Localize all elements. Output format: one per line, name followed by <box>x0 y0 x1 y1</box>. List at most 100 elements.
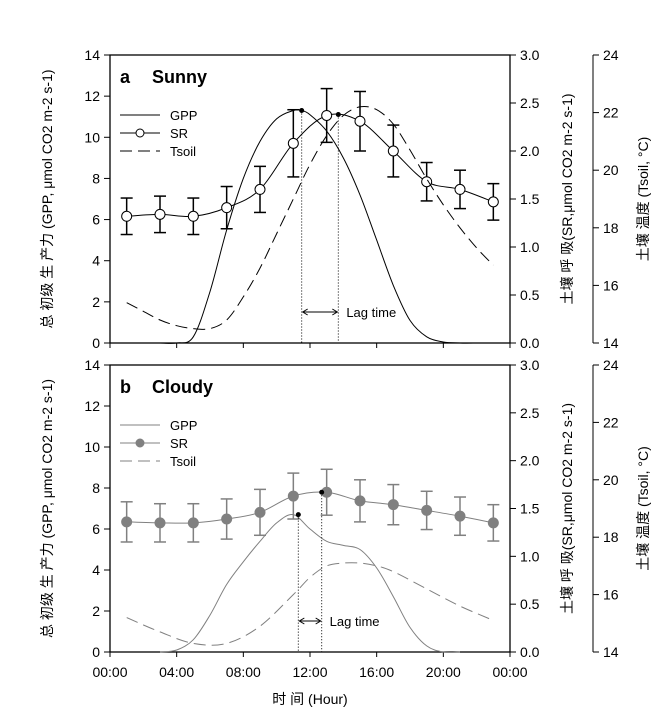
y-left-tick-label: 14 <box>84 357 100 373</box>
x-axis-title: 时 间 (Hour) <box>272 691 347 707</box>
legend: GPP SR Tsoil <box>120 108 197 159</box>
y-left-tick-label: 0 <box>92 644 100 660</box>
y-right-tick-label: 0.5 <box>520 287 540 303</box>
legend-label-tsoil: Tsoil <box>170 144 196 159</box>
sr-data-point <box>154 517 166 529</box>
y-right-tick-label: 2.5 <box>520 95 540 111</box>
y-tsoil-tick-label: 24 <box>603 357 619 373</box>
legend-label-gpp: GPP <box>170 418 197 433</box>
lag-arrow-head-left <box>298 617 305 625</box>
y-right-tick-label: 2.5 <box>520 405 540 421</box>
legend-label-sr: SR <box>170 436 188 451</box>
sr-data-point <box>454 510 466 522</box>
y-left-tick-label: 0 <box>92 335 100 351</box>
legend-label-gpp: GPP <box>170 108 197 123</box>
legend-label-sr: SR <box>170 126 188 141</box>
sr-data-point <box>287 490 299 502</box>
panel-title: Cloudy <box>152 377 213 397</box>
y-right-tick-label: 0.0 <box>520 644 540 660</box>
y-left-tick-label: 8 <box>92 170 100 186</box>
sr-data-point <box>487 196 499 208</box>
y-tsoil-tick-label: 16 <box>603 277 619 293</box>
y-right-tick-label: 3.0 <box>520 357 540 373</box>
series-gpp-line <box>159 513 461 653</box>
y-left-tick-label: 6 <box>92 212 100 228</box>
lag-arrow-head-right <box>332 308 339 316</box>
x-tick-label: 00:00 <box>492 664 527 680</box>
lag-time-label: Lag time <box>346 305 396 320</box>
y-tsoil-tick-label: 20 <box>603 472 619 488</box>
y-tsoil-tick-label: 22 <box>603 414 619 430</box>
y-tsoil-tick-label: 18 <box>603 529 619 545</box>
lag-arrow-head-left <box>301 308 308 316</box>
y-right-tick-label: 1.0 <box>520 548 540 564</box>
series-tsoil-line <box>126 562 494 646</box>
series-tsoil-line <box>126 105 494 330</box>
sr-data-point <box>454 183 466 195</box>
y-tsoil-tick-label: 16 <box>603 587 619 603</box>
gpp-peak-marker <box>299 108 305 114</box>
y-left-tick-label: 10 <box>84 129 100 145</box>
y-tsoil-axis-title: 土壤 温度 (Tsoil, °C) <box>635 446 651 571</box>
gpp-peak-marker <box>295 512 301 518</box>
y-right-tick-label: 0.0 <box>520 335 540 351</box>
sr-data-point <box>221 513 233 525</box>
panel-b: 024681012140.00.51.01.52.02.53.014161820… <box>39 357 651 707</box>
y-tsoil-tick-label: 24 <box>603 47 619 63</box>
sr-data-point <box>354 115 366 127</box>
legend-marker-sr <box>135 128 145 138</box>
sr-data-point <box>287 137 299 149</box>
sr-data-point <box>187 517 199 529</box>
sr-data-point <box>121 210 133 222</box>
lag-arrow-head-right <box>315 617 322 625</box>
x-tick-label: 20:00 <box>426 664 461 680</box>
panel-label: b <box>120 377 131 397</box>
y-right-tick-label: 1.5 <box>520 191 540 207</box>
sr-data-point <box>321 109 333 121</box>
sr-data-point <box>354 495 366 507</box>
panel-title: Sunny <box>152 67 207 87</box>
y-right-axis-title: 土壤 呼 吸(SR,μmol CO2 m-2 s-1) <box>559 93 575 304</box>
legend-marker-sr <box>135 438 145 448</box>
y-left-tick-label: 4 <box>92 253 100 269</box>
y-right-tick-label: 2.0 <box>520 453 540 469</box>
y-left-tick-label: 2 <box>92 294 100 310</box>
y-left-tick-label: 2 <box>92 603 100 619</box>
y-tsoil-tick-label: 20 <box>603 162 619 178</box>
sr-data-point <box>421 504 433 516</box>
sr-peak-marker <box>335 112 341 118</box>
y-tsoil-axis-title: 土壤 温度 (Tsoil, °C) <box>635 137 651 262</box>
lag-time-label: Lag time <box>330 614 380 629</box>
sr-data-point <box>121 516 133 528</box>
y-tsoil-tick-label: 14 <box>603 644 619 660</box>
y-left-axis-title: 总 初级 生 产力 (GPP, μmol CO2 m-2 s-1) <box>39 69 55 328</box>
y-left-tick-label: 10 <box>84 439 100 455</box>
y-right-axis-title: 土壤 呼 吸(SR,μmol CO2 m-2 s-1) <box>559 403 575 614</box>
y-left-axis-title: 总 初级 生 产力 (GPP, μmol CO2 m-2 s-1) <box>39 379 55 638</box>
y-tsoil-tick-label: 18 <box>603 220 619 236</box>
y-right-tick-label: 0.5 <box>520 596 540 612</box>
y-right-tick-label: 1.0 <box>520 239 540 255</box>
y-left-tick-label: 12 <box>84 88 100 104</box>
x-tick-label: 12:00 <box>292 664 327 680</box>
sr-data-point <box>221 202 233 214</box>
sr-data-point <box>187 210 199 222</box>
sr-data-point <box>387 145 399 157</box>
sr-data-point <box>487 517 499 529</box>
panel-label: a <box>120 67 131 87</box>
sr-data-point <box>254 506 266 518</box>
plot-frame <box>109 364 511 653</box>
x-tick-label: 00:00 <box>92 664 127 680</box>
x-tick-label: 08:00 <box>226 664 261 680</box>
panel-a: 024681012140.00.51.01.52.02.53.014161820… <box>39 47 651 351</box>
y-tsoil-tick-label: 14 <box>603 335 619 351</box>
y-right-tick-label: 1.5 <box>520 501 540 517</box>
y-right-tick-label: 3.0 <box>520 47 540 63</box>
sr-data-point <box>387 499 399 511</box>
sr-data-point <box>154 208 166 220</box>
y-left-tick-label: 8 <box>92 480 100 496</box>
sr-data-point <box>254 183 266 195</box>
sr-data-point <box>421 176 433 188</box>
legend: GPP SR Tsoil <box>120 418 197 469</box>
